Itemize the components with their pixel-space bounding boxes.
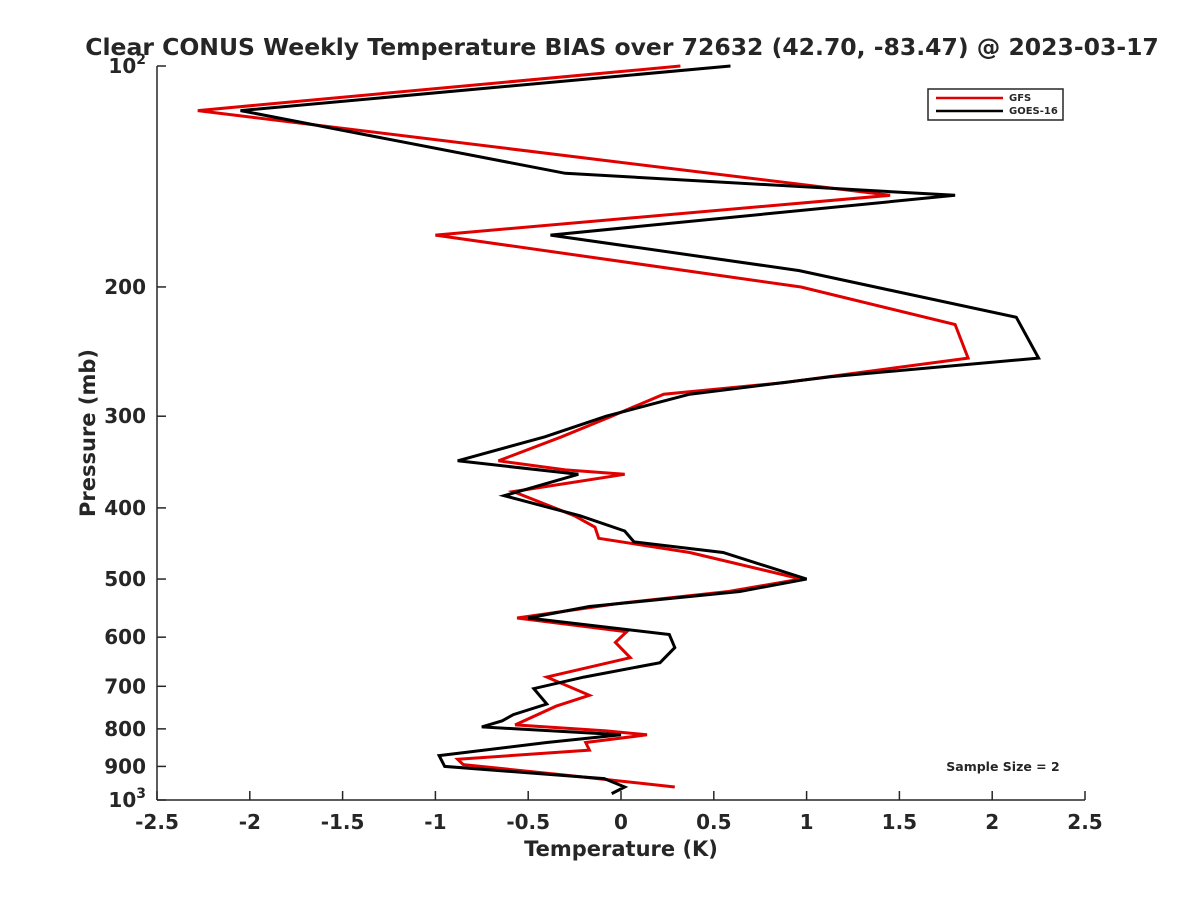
x-tick-label: 1	[800, 810, 814, 834]
series-line-goes16	[240, 64, 1042, 795]
legend-label-gfs: GFS	[1009, 93, 1031, 104]
sample-size-annotation: Sample Size = 2	[946, 759, 1059, 774]
x-tick-label: -1.5	[321, 810, 365, 834]
x-tick-label: 2	[985, 810, 999, 834]
x-tick-label: -2	[239, 810, 261, 834]
x-axis-label: Temperature (K)	[524, 837, 718, 861]
y-axis-label: Pressure (mb)	[76, 349, 100, 517]
x-tick-label: -2.5	[135, 810, 179, 834]
y-tick-label: 200	[104, 275, 146, 299]
y-tick-label: 700	[104, 674, 146, 698]
chart-title: Clear CONUS Weekly Temperature BIAS over…	[85, 33, 1159, 61]
y-tick-label: 900	[104, 754, 146, 778]
x-tick-label: -1	[424, 810, 446, 834]
y-tick-label: 102	[108, 52, 146, 78]
y-tick-label: 500	[104, 567, 146, 591]
y-ticks: 102 200 300 400 500 600 700 800 900 103	[104, 52, 166, 812]
x-tick-label: 1.5	[882, 810, 917, 834]
series-line-gfs	[197, 64, 971, 789]
legend: GFS GOES-16	[927, 88, 1064, 121]
y-tick-label: 300	[104, 404, 146, 428]
x-tick-label: 0	[614, 810, 628, 834]
y-tick-label: 400	[104, 496, 146, 520]
x-tick-label: -0.5	[506, 810, 550, 834]
y-tick-label: 103	[108, 786, 146, 812]
y-tick-label: 800	[104, 717, 146, 741]
legend-box	[927, 88, 1064, 121]
legend-label-goes16: GOES-16	[1009, 106, 1058, 117]
x-ticks: -2.5 -2 -1.5 -1 -0.5 0 0.5 1 1.5 2 2.5	[135, 791, 1103, 834]
series-layer	[197, 64, 1042, 795]
x-tick-label: 2.5	[1067, 810, 1102, 834]
x-tick-label: 0.5	[696, 810, 731, 834]
y-tick-label: 600	[104, 625, 146, 649]
